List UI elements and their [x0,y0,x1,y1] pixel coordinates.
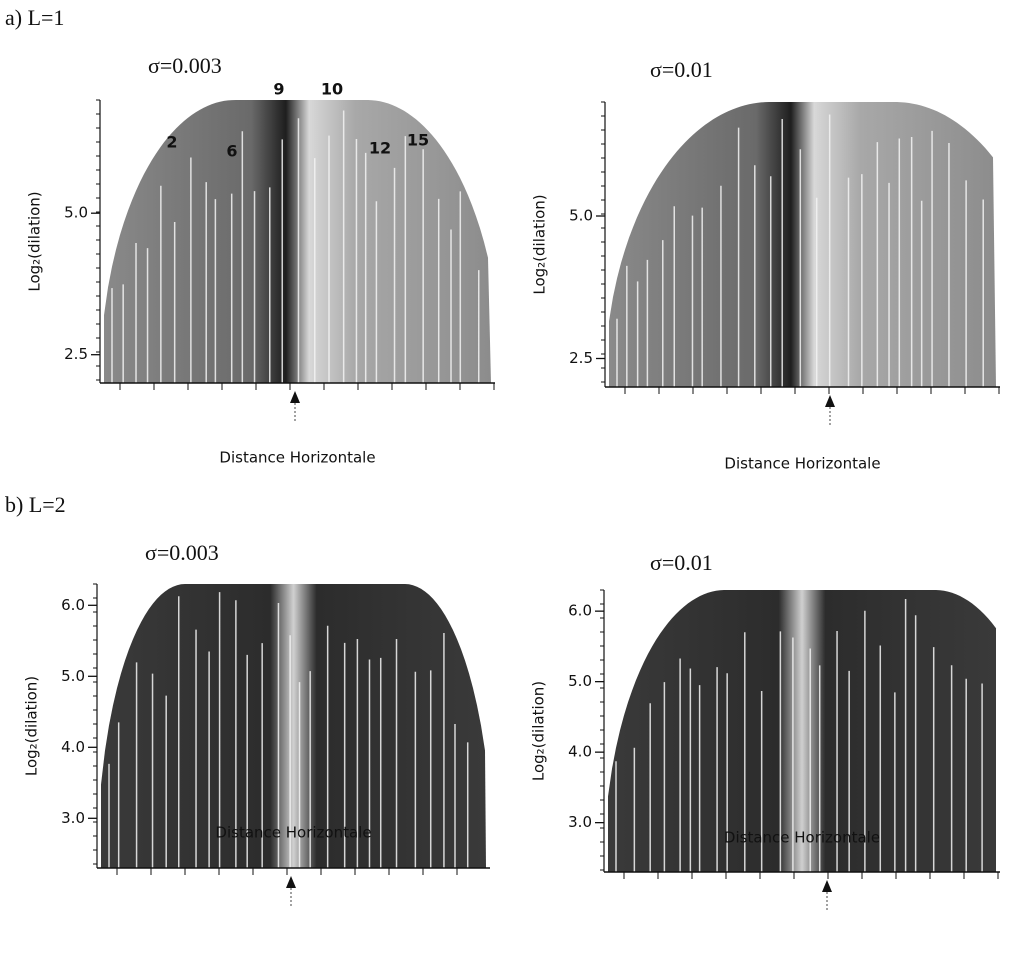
scalogram [608,590,996,872]
panel-title: σ=0.01 [650,550,713,575]
y-axis-label: Log₂(dilation) [26,191,44,291]
section-label: a) L=1 [5,5,64,30]
y-tick-label: 4.0 [61,738,85,756]
annotation: 12 [369,139,391,158]
scalogram [609,102,996,387]
annotation: 15 [407,131,429,150]
y-tick-label: 2.5 [64,345,88,363]
x-axis-label: Distance Horizontale [724,829,880,847]
arrow [286,876,296,888]
arrow [822,880,832,892]
arrow [825,395,835,407]
y-tick-label: 6.0 [61,596,85,614]
x-axis-label: Distance Horizontale [219,449,375,467]
panel-title: σ=0.01 [650,57,713,82]
annotation: 10 [321,80,343,99]
scalogram [101,584,486,868]
y-tick-label: 5.0 [568,672,592,690]
y-tick-label: 5.0 [61,667,85,685]
panel-title: σ=0.003 [145,540,219,565]
annotation: 6 [226,142,237,161]
panel-title: σ=0.003 [148,53,222,78]
y-axis-label: Log₂(dilation) [531,194,549,294]
y-tick-label: 5.0 [569,207,593,225]
arrow [290,391,300,403]
scalogram [104,100,491,383]
annotation: 9 [273,80,284,99]
annotation: 2 [166,133,177,152]
y-tick-label: 3.0 [61,809,85,827]
y-tick-label: 6.0 [568,602,592,620]
x-axis-label: Distance Horizontale [215,824,371,842]
section-label: b) L=2 [5,492,66,517]
x-axis-label: Distance Horizontale [724,455,880,473]
y-tick-label: 3.0 [568,813,592,831]
y-tick-label: 4.0 [568,743,592,761]
y-axis-label: Log₂(dilation) [23,676,41,776]
y-tick-label: 5.0 [64,204,88,222]
y-axis-label: Log₂(dilation) [530,681,548,781]
y-tick-label: 2.5 [569,349,593,367]
